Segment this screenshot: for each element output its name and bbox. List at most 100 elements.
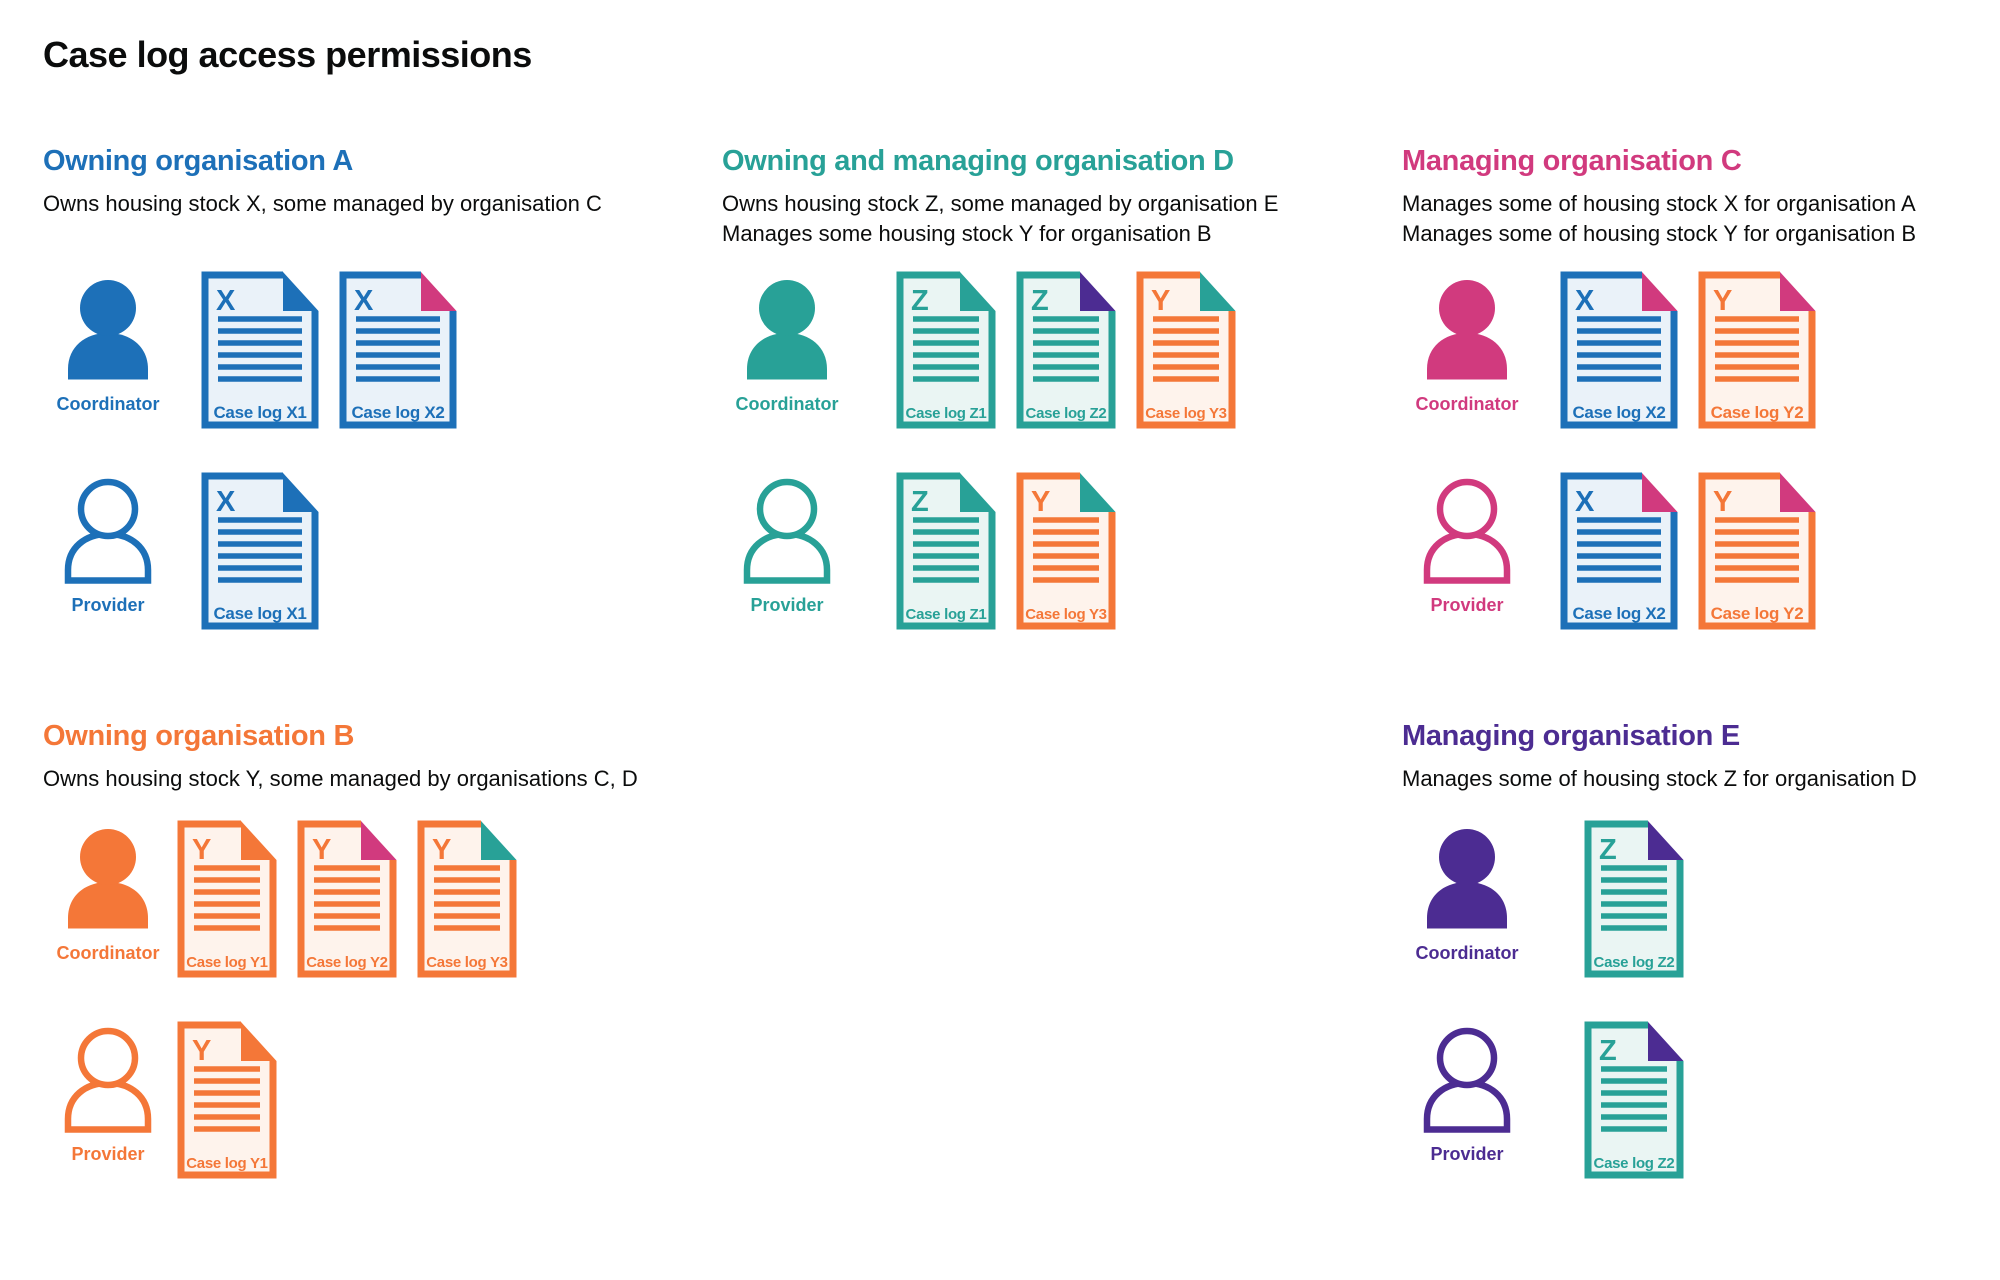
doc-case-log-z2: Z Case log Z2 [1016,271,1116,429]
access-rows: Coordinator Y Case log Y1 Y Case log Y2 Y Case… [43,820,638,1179]
doc-case-log-y2: Y Case log Y2 [1698,472,1816,630]
doc-label: Case log Y3 [1145,405,1226,422]
provider-figure: Provider [722,478,852,616]
doc-label: Case log X1 [213,604,306,623]
description-line: Manages some of housing stock Z for orga… [1402,766,1917,791]
access-rows: Coordinator X Case log X1 X Case log X2 Provi… [43,271,602,630]
document-icon: Z Case log Z2 [1584,820,1684,978]
case-log-docs: Z Case log Z2 [1584,1021,1684,1179]
doc-label: Case log Y2 [306,954,387,971]
description-line: Owns housing stock Z, some managed by or… [722,191,1279,216]
doc-label: Case log Z2 [1594,954,1675,971]
doc-label: Case log X1 [213,403,306,422]
role-label: Coordinator [56,943,160,963]
stock-letter: X [216,486,236,518]
doc-case-log-y3: Y Case log Y3 [1016,472,1116,630]
doc-label: Case log X2 [1572,403,1665,422]
section-owning-organisation-a: Owning organisation A Owns housing stock … [43,143,602,673]
document-icon: X Case log X2 [339,271,457,429]
doc-label: Case log Y3 [426,954,507,971]
stock-letter: Y [1713,486,1732,518]
section-title: Owning organisation B [43,720,355,752]
stock-letter: X [216,285,236,317]
section-description: Owns housing stock Y, some managed by or… [43,764,638,812]
stock-letter: X [354,285,374,317]
document-icon: Y Case log Y3 [417,820,517,978]
stock-letter: X [1575,285,1595,317]
stock-letter: Y [432,834,451,866]
doc-case-log-y2: Y Case log Y2 [297,820,397,978]
stock-letter: X [1575,486,1595,518]
provider-person-icon [1423,1027,1511,1133]
case-log-docs: Z Case log Z2 [1584,820,1684,978]
doc-label: Case log Z2 [1594,1155,1675,1172]
provider-person-icon [64,1027,152,1133]
document-icon: Y Case log Y3 [1136,271,1236,429]
doc-label: Case log Y3 [1025,606,1106,623]
case-log-docs: Z Case log Z1 Z Case log Z2 Y Case log Y3 [896,271,1236,429]
provider-row: Provider Y Case log Y1 [43,1021,638,1179]
coordinator-figure: Coordinator [1402,277,1532,415]
stock-letter: Z [911,285,929,317]
document-icon: X Case log X2 [1560,472,1678,630]
stock-letter: Y [1151,285,1170,317]
doc-label: Case log Y1 [186,1155,267,1172]
section-managing-organisation-c: Managing organisation C Manages some of h… [1402,143,1916,673]
doc-label: Case log Y2 [1711,604,1804,623]
coordinator-person-icon [1427,829,1507,929]
coordinator-row: Coordinator Z Case log Z1 Z Case log Z2 Y Case… [722,271,1278,429]
coordinator-row: Coordinator Z Case log Z2 [1402,820,1917,978]
doc-label: Case log Z2 [1026,405,1107,422]
doc-label: Case log X2 [351,403,444,422]
description-line: Manages some of housing stock X for orga… [1402,191,1916,216]
section-managing-organisation-e: Managing organisation E Manages some of h… [1402,718,1917,1222]
role-label: Provider [71,1144,145,1164]
coordinator-figure: Coordinator [43,277,173,415]
access-rows: Coordinator Z Case log Z2 Provider Z Case log… [1402,820,1917,1179]
doc-case-log-y1: Y Case log Y1 [177,820,277,978]
stock-letter: Z [1599,834,1617,866]
provider-figure: Provider [1402,1027,1532,1165]
doc-label: Case log Y1 [186,954,267,971]
document-icon: Z Case log Z2 [1016,271,1116,429]
doc-case-log-y2: Y Case log Y2 [1698,271,1816,429]
document-icon: X Case log X1 [201,271,319,429]
page-title: Case log access permissions [43,34,532,75]
description-line: Manages some of housing stock Y for orga… [1402,221,1917,246]
document-icon: X Case log X2 [1560,271,1678,429]
stock-letter: Y [312,834,331,866]
stock-letter: Y [192,1035,211,1067]
description-line: Owns housing stock Y, some managed by or… [43,766,638,791]
case-log-docs: X Case log X1 [201,472,319,630]
section-title: Owning and managing organisation D [722,145,1234,177]
coordinator-person-icon [1427,280,1507,380]
coordinator-row: Coordinator X Case log X2 Y Case log Y2 [1402,271,1916,429]
coordinator-person-icon [68,280,148,380]
document-icon: Y Case log Y2 [297,820,397,978]
doc-case-log-x1: X Case log X1 [201,271,319,429]
section-description: Owns housing stock X, some managed by or… [43,189,602,263]
section-title: Owning organisation A [43,145,354,177]
doc-case-log-z1: Z Case log Z1 [896,271,996,429]
doc-case-log-y1: Y Case log Y1 [177,1021,277,1179]
access-rows: Coordinator X Case log X2 Y Case log Y2 Provi… [1402,271,1916,630]
role-label: Coordinator [1415,394,1519,414]
role-label: Coordinator [735,394,839,414]
provider-figure: Provider [43,478,173,616]
coordinator-figure: Coordinator [722,277,852,415]
section-description: Manages some of housing stock X for orga… [1402,189,1916,263]
doc-case-log-z1: Z Case log Z1 [896,472,996,630]
section-description: Manages some of housing stock Z for orga… [1402,764,1917,812]
document-icon: Z Case log Z1 [896,472,996,630]
doc-case-log-x1: X Case log X1 [201,472,319,630]
section-owning-and-managing-organisation-d: Owning and managing organisation D Owns h… [722,143,1278,673]
doc-case-log-x2: X Case log X2 [1560,271,1678,429]
coordinator-person-icon [68,829,148,929]
provider-row: Provider X Case log X1 [43,472,602,630]
section-title: Managing organisation E [1402,720,1740,752]
role-label: Coordinator [1415,943,1519,963]
coordinator-figure: Coordinator [43,826,173,964]
doc-case-log-y3: Y Case log Y3 [1136,271,1236,429]
provider-person-icon [64,478,152,584]
doc-case-log-x2: X Case log X2 [339,271,457,429]
